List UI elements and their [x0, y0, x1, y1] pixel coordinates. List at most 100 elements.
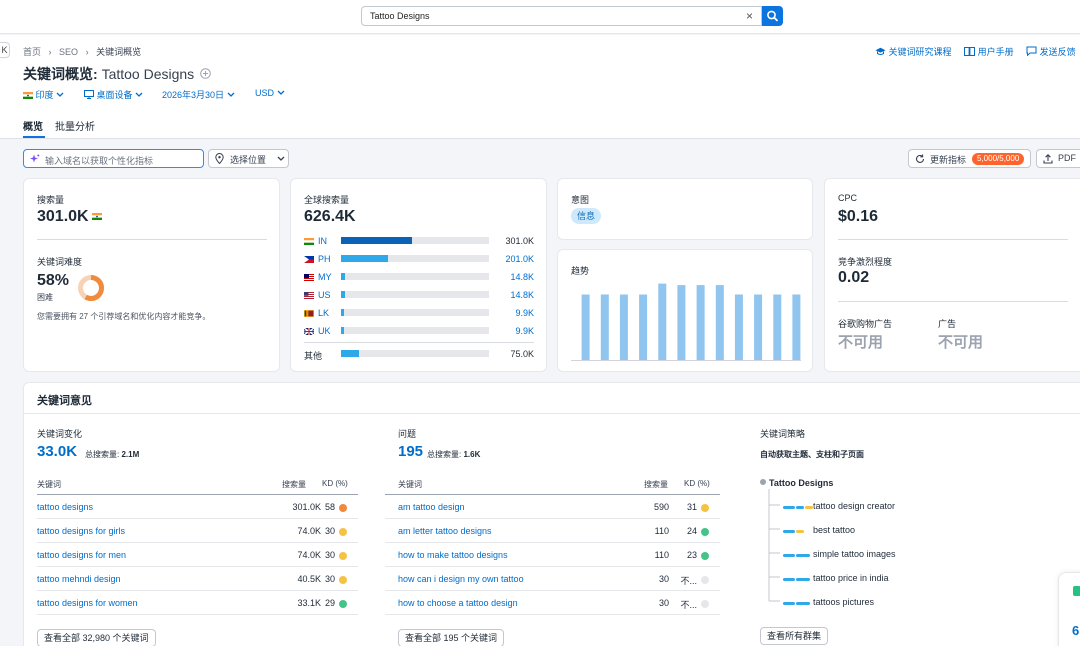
- country-code[interactable]: PH: [318, 254, 331, 264]
- trend-bar: [734, 294, 743, 360]
- strategy-root[interactable]: Tattoo Designs: [769, 478, 834, 488]
- country-code[interactable]: MY: [318, 272, 332, 282]
- keyword-link[interactable]: how to choose a tattoo design: [398, 598, 518, 608]
- breadcrumb-home[interactable]: 首页: [23, 47, 42, 57]
- keyword-kd: 23: [686, 550, 697, 560]
- page-title-keyword: Tattoo Designs: [101, 66, 195, 82]
- location-select[interactable]: 选择位置: [208, 149, 289, 168]
- questions-count[interactable]: 195: [398, 443, 424, 460]
- keyword-ideas-section: 关键词意见 关键词变化 33.0K 总搜索量: 2.1M 关键词 搜索量 KD …: [23, 382, 1080, 646]
- country-code[interactable]: IN: [318, 236, 327, 246]
- strategy-bar: [783, 506, 795, 509]
- strategy-item[interactable]: tattoo design creator: [813, 501, 896, 511]
- keyword-kd: 不...: [680, 600, 697, 610]
- divider: [838, 239, 1068, 240]
- lk-flag-icon: [304, 310, 314, 317]
- other-countries-value: 75.0K: [510, 349, 534, 359]
- domain-input[interactable]: 输入域名以获取个性化指标: [23, 149, 204, 168]
- intent-card: 意图 信息: [557, 178, 813, 240]
- keyword-kd: 24: [686, 526, 697, 536]
- device-filter[interactable]: 桌面设备: [84, 88, 143, 101]
- pdf-export-button[interactable]: PDF: [1036, 149, 1080, 168]
- manual-link[interactable]: 用户手册: [964, 47, 1016, 57]
- country-code[interactable]: UK: [318, 326, 331, 336]
- sparkle-icon: [30, 154, 40, 163]
- competition-label: 竞争激烈程度: [838, 257, 893, 267]
- date-filter[interactable]: 2026年3月30日: [162, 88, 235, 101]
- variations-count[interactable]: 33.0K: [37, 443, 78, 460]
- search-input[interactable]: Tattoo Designs ×: [361, 6, 762, 26]
- breadcrumb-seo[interactable]: SEO: [59, 47, 79, 57]
- keyword-link[interactable]: am tattoo design: [398, 502, 465, 512]
- strategy-item[interactable]: best tattoo: [813, 525, 856, 535]
- keyword-kd: 30: [324, 550, 335, 560]
- course-link[interactable]: 关键词研究课程: [875, 47, 954, 57]
- add-circle-icon[interactable]: [200, 68, 211, 79]
- country-filter[interactable]: 印度: [23, 88, 64, 101]
- strategy-item[interactable]: simple tattoo images: [813, 549, 896, 559]
- view-all-questions-button[interactable]: 查看全部 195 个关键词: [398, 629, 505, 646]
- strategy-item[interactable]: tattoo price in india: [813, 573, 889, 583]
- in-flag-icon: [304, 238, 314, 245]
- country-volume[interactable]: 201.0K: [505, 254, 534, 264]
- keyword-link[interactable]: how can i design my own tattoo: [398, 574, 524, 584]
- tab-bulk-analysis[interactable]: 批量分析: [55, 122, 95, 133]
- keyword-link[interactable]: tattoo designs for men: [37, 550, 127, 560]
- ads-value: 不可用: [938, 334, 984, 351]
- breadcrumb-current: 关键词概览: [96, 47, 142, 57]
- chevron-down-icon: [135, 92, 143, 97]
- breadcrumb-separator: ›: [85, 47, 89, 57]
- keyword-link[interactable]: tattoo designs for women: [37, 598, 138, 608]
- strategy-item[interactable]: tattoos pictures: [813, 597, 875, 607]
- divider: [304, 342, 534, 343]
- col-volume: 搜索量: [282, 480, 306, 489]
- refresh-icon: [916, 154, 925, 163]
- chevron-down-icon: [277, 90, 284, 95]
- keyword-link[interactable]: how to make tattoo designs: [398, 550, 508, 560]
- trend-bar: [773, 294, 782, 360]
- table-row-line: [385, 590, 720, 591]
- strategy-bar: [783, 530, 795, 533]
- keyword-volume: 33.1K: [297, 598, 321, 608]
- country-volume[interactable]: 9.9K: [515, 308, 534, 318]
- ph-flag-icon: [304, 256, 314, 263]
- chevron-down-icon: [227, 92, 235, 97]
- country-volume[interactable]: 9.9K: [515, 326, 534, 336]
- strategy-root-dot: [760, 479, 766, 485]
- currency-filter[interactable]: USD: [255, 88, 285, 98]
- breadcrumb-separator: ›: [48, 47, 52, 57]
- country-volume[interactable]: 14.8K: [510, 290, 534, 300]
- search-icon: [767, 10, 778, 22]
- collapse-sidebar-button[interactable]: K: [0, 42, 10, 58]
- clear-search-icon[interactable]: ×: [745, 9, 753, 23]
- country-code[interactable]: LK: [318, 308, 330, 318]
- country-code[interactable]: US: [318, 290, 331, 300]
- keyword-link[interactable]: tattoo mehndi design: [37, 574, 121, 584]
- keyword-link[interactable]: tattoo designs: [37, 502, 94, 512]
- page-header: [0, 35, 1080, 139]
- tab-overview[interactable]: 概览: [23, 122, 43, 133]
- view-all-clusters-button[interactable]: 查看所有群集: [760, 627, 829, 645]
- country-filter-label: 印度: [35, 90, 54, 100]
- floating-widget[interactable]: 6: [1058, 572, 1080, 646]
- trend-bar: [581, 294, 590, 360]
- table-row-line: [385, 542, 720, 543]
- trend-chart: [571, 283, 801, 361]
- kd-indicator-dot: [339, 552, 347, 560]
- table-row-line: [385, 566, 720, 567]
- shopping-ads-label: 谷歌购物广告: [838, 319, 893, 329]
- search-button[interactable]: [762, 6, 783, 26]
- chat-bubble-icon: [1026, 46, 1037, 57]
- update-metrics-button[interactable]: 更新指标 5,000/5,000: [908, 149, 1031, 168]
- variations-total-label: 总搜索量:: [85, 450, 120, 459]
- keyword-link[interactable]: am letter tattoo designs: [398, 526, 492, 536]
- kd-value: 58%: [37, 272, 70, 289]
- view-all-variations-button[interactable]: 查看全部 32,980 个关键词: [37, 629, 156, 646]
- strategy-tree-lines: [768, 489, 780, 602]
- keyword-link[interactable]: tattoo designs for girls: [37, 526, 126, 536]
- strategy-bar: [783, 578, 795, 581]
- country-volume[interactable]: 14.8K: [510, 272, 534, 282]
- currency-filter-label: USD: [255, 88, 275, 98]
- keyword-kd: 29: [324, 598, 335, 608]
- feedback-link[interactable]: 发送反馈: [1026, 46, 1076, 57]
